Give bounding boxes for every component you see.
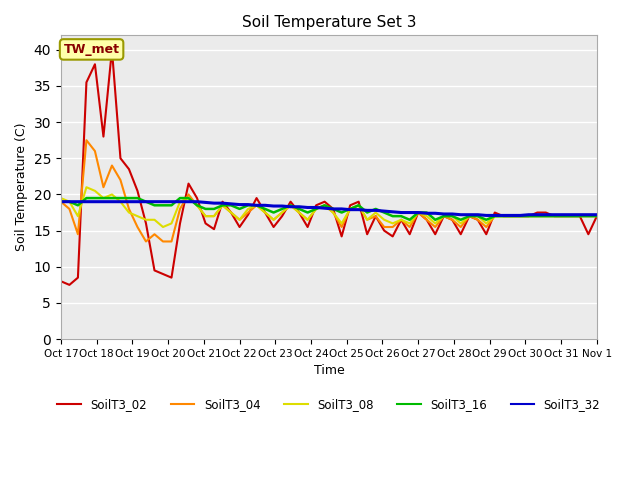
Line: SoilT3_08: SoilT3_08	[61, 187, 597, 227]
SoilT3_02	[142, 220, 150, 226]
Line: SoilT3_32: SoilT3_32	[61, 202, 597, 216]
SoilT3_08	[57, 195, 65, 201]
Text: TW_met: TW_met	[63, 43, 120, 56]
SoilT3_04	[57, 199, 65, 204]
SoilT3_16	[364, 210, 371, 216]
SoilT3_32	[321, 205, 328, 211]
SoilT3_16	[83, 195, 90, 201]
Y-axis label: Soil Temperature (C): Soil Temperature (C)	[15, 123, 28, 252]
SoilT3_02	[593, 213, 601, 219]
SoilT3_02	[414, 210, 422, 216]
SoilT3_08	[134, 213, 141, 219]
SoilT3_32	[483, 213, 490, 218]
SoilT3_08	[159, 224, 167, 230]
SoilT3_08	[423, 213, 431, 219]
SoilT3_04	[423, 217, 431, 223]
SoilT3_04	[372, 213, 380, 219]
SoilT3_02	[57, 278, 65, 284]
Title: Soil Temperature Set 3: Soil Temperature Set 3	[242, 15, 416, 30]
SoilT3_04	[414, 210, 422, 216]
SoilT3_04	[142, 239, 150, 244]
SoilT3_02	[372, 213, 380, 219]
SoilT3_16	[57, 199, 65, 204]
Line: SoilT3_04: SoilT3_04	[61, 140, 597, 241]
SoilT3_08	[83, 184, 90, 190]
SoilT3_32	[593, 212, 601, 217]
SoilT3_02	[108, 47, 116, 53]
SoilT3_16	[414, 210, 422, 216]
SoilT3_32	[278, 203, 286, 209]
SoilT3_32	[406, 210, 413, 216]
SoilT3_32	[57, 199, 65, 204]
SoilT3_16	[287, 203, 294, 208]
SoilT3_04	[83, 137, 90, 143]
SoilT3_02	[295, 210, 303, 216]
SoilT3_04	[338, 224, 346, 230]
SoilT3_16	[423, 210, 431, 216]
SoilT3_04	[593, 213, 601, 219]
X-axis label: Time: Time	[314, 364, 344, 377]
SoilT3_08	[295, 210, 303, 216]
SoilT3_04	[295, 210, 303, 216]
SoilT3_16	[406, 217, 413, 223]
SoilT3_08	[414, 210, 422, 216]
SoilT3_08	[372, 210, 380, 216]
SoilT3_16	[593, 213, 601, 219]
SoilT3_08	[338, 220, 346, 226]
Line: SoilT3_16: SoilT3_16	[61, 198, 597, 220]
SoilT3_08	[593, 213, 601, 219]
SoilT3_04	[134, 224, 141, 230]
Legend: SoilT3_02, SoilT3_04, SoilT3_08, SoilT3_16, SoilT3_32: SoilT3_02, SoilT3_04, SoilT3_08, SoilT3_…	[52, 394, 605, 416]
Line: SoilT3_02: SoilT3_02	[61, 50, 597, 285]
SoilT3_02	[423, 217, 431, 223]
SoilT3_16	[330, 206, 337, 212]
SoilT3_32	[397, 210, 405, 216]
SoilT3_32	[125, 199, 133, 204]
SoilT3_16	[134, 195, 141, 201]
SoilT3_02	[65, 282, 73, 288]
SoilT3_02	[338, 234, 346, 240]
SoilT3_32	[355, 207, 362, 213]
